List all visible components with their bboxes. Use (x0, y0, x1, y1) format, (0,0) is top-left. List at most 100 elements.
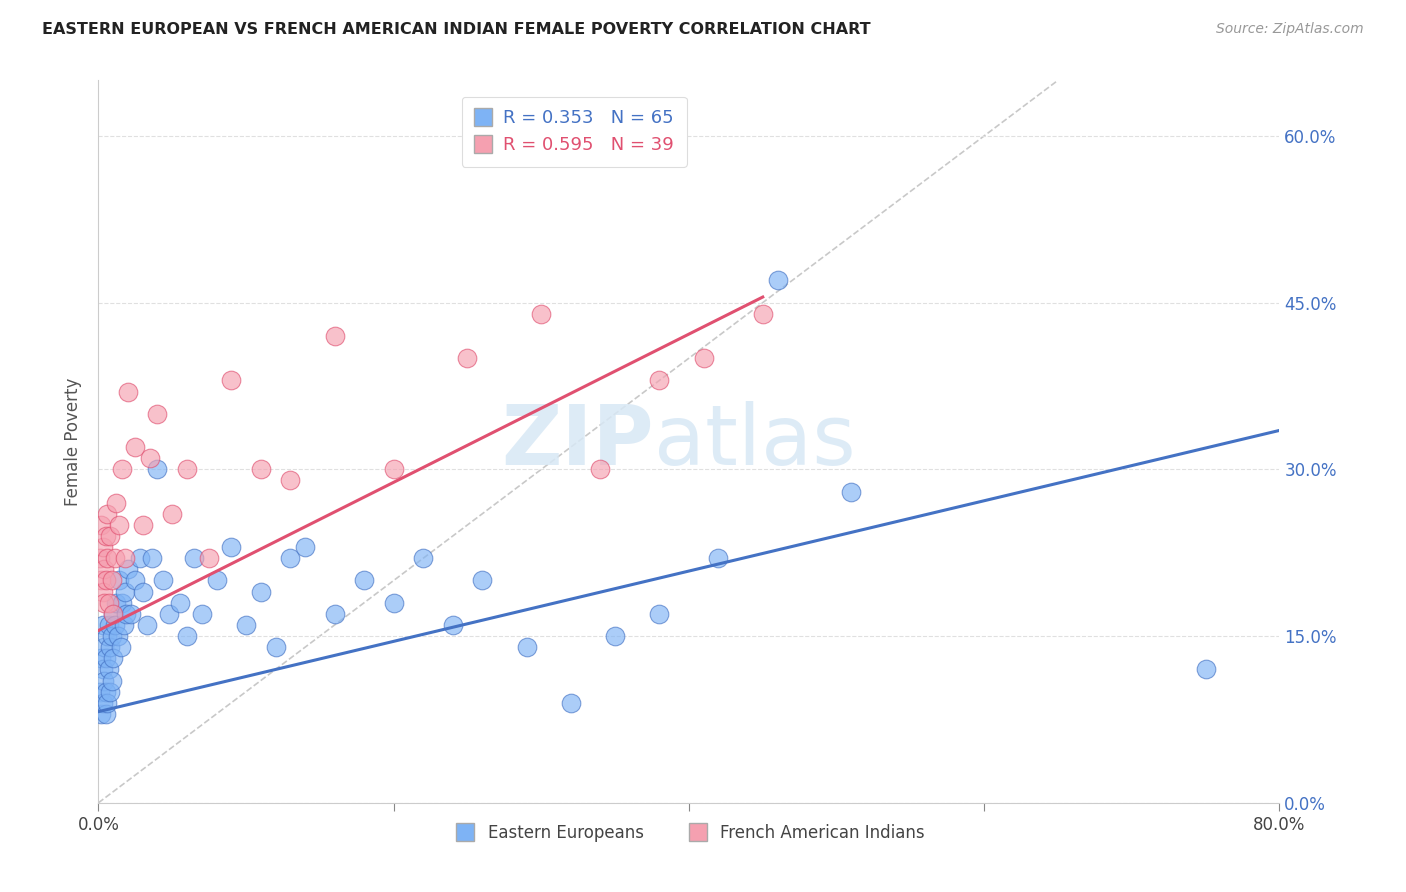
Point (353, 574, 375, 588)
Point (183, 551, 205, 566)
Point (162, 507, 183, 521)
Point (90, 574, 112, 588)
Point (93, 596, 115, 610)
Point (280, 474, 302, 488)
Point (103, 651, 125, 665)
Point (250, 462, 273, 476)
Point (323, 607, 346, 621)
Point (221, 373, 243, 387)
Point (108, 517, 131, 532)
Point (94, 684, 117, 698)
Point (96, 551, 118, 566)
Point (93, 640, 115, 655)
Point (648, 607, 671, 621)
Point (441, 618, 464, 632)
Point (108, 574, 131, 588)
Point (97, 618, 120, 632)
Point (280, 551, 302, 566)
Point (112, 618, 135, 632)
Point (104, 618, 127, 632)
Point (107, 629, 129, 643)
Point (96, 629, 118, 643)
Point (382, 596, 405, 610)
Point (103, 607, 125, 621)
Point (117, 562, 139, 576)
Point (457, 351, 479, 366)
Point (412, 551, 434, 566)
Text: ZIP: ZIP (501, 401, 654, 482)
Point (94, 529, 117, 543)
Point (176, 462, 198, 476)
Point (96, 507, 118, 521)
Point (98, 640, 121, 655)
Point (93, 562, 115, 576)
Point (94, 706, 117, 721)
Point (115, 607, 138, 621)
Point (96, 696, 118, 710)
Point (752, 307, 775, 321)
Point (132, 584, 155, 599)
Point (516, 640, 538, 655)
Point (605, 629, 627, 643)
Point (1195, 662, 1218, 676)
Point (91, 584, 114, 599)
Point (176, 629, 198, 643)
Point (111, 462, 134, 476)
Point (90, 517, 112, 532)
Point (110, 640, 132, 655)
Point (100, 629, 122, 643)
Point (169, 596, 191, 610)
Point (91, 696, 114, 710)
Point (323, 329, 346, 343)
Point (146, 462, 169, 476)
Point (103, 607, 125, 621)
Point (91, 618, 114, 632)
Point (97, 596, 120, 610)
Point (100, 574, 122, 588)
Point (124, 440, 146, 454)
Point (111, 596, 134, 610)
Point (136, 618, 159, 632)
Point (250, 584, 273, 599)
Point (221, 540, 243, 554)
Point (90, 706, 112, 721)
Point (191, 607, 214, 621)
Point (97, 662, 120, 676)
Point (157, 607, 180, 621)
Point (120, 607, 142, 621)
Point (235, 618, 257, 632)
Point (766, 273, 789, 287)
Point (530, 307, 553, 321)
Point (117, 384, 139, 399)
Point (141, 551, 163, 566)
Point (114, 584, 136, 599)
Point (294, 540, 316, 554)
Text: EASTERN EUROPEAN VS FRENCH AMERICAN INDIAN FEMALE POVERTY CORRELATION CHART: EASTERN EUROPEAN VS FRENCH AMERICAN INDI… (42, 22, 870, 37)
Point (98, 684, 121, 698)
Point (146, 407, 169, 421)
Point (124, 574, 146, 588)
Point (382, 462, 405, 476)
Point (589, 462, 612, 476)
Text: Source: ZipAtlas.com: Source: ZipAtlas.com (1216, 22, 1364, 37)
Point (152, 574, 174, 588)
Point (198, 551, 221, 566)
Point (139, 451, 162, 466)
Point (89, 684, 111, 698)
Point (471, 574, 494, 588)
Legend: Eastern Europeans, French American Indians: Eastern Europeans, French American India… (446, 817, 932, 848)
Point (648, 373, 671, 387)
Point (560, 696, 582, 710)
Point (128, 551, 150, 566)
Point (104, 551, 127, 566)
Point (105, 596, 128, 610)
Point (841, 484, 863, 499)
Point (91, 540, 114, 554)
Point (94, 574, 117, 588)
Y-axis label: Female Poverty: Female Poverty (65, 377, 83, 506)
Point (89, 551, 111, 566)
Point (98, 529, 121, 543)
Point (90, 651, 112, 665)
Point (114, 551, 136, 566)
Point (93, 673, 115, 688)
